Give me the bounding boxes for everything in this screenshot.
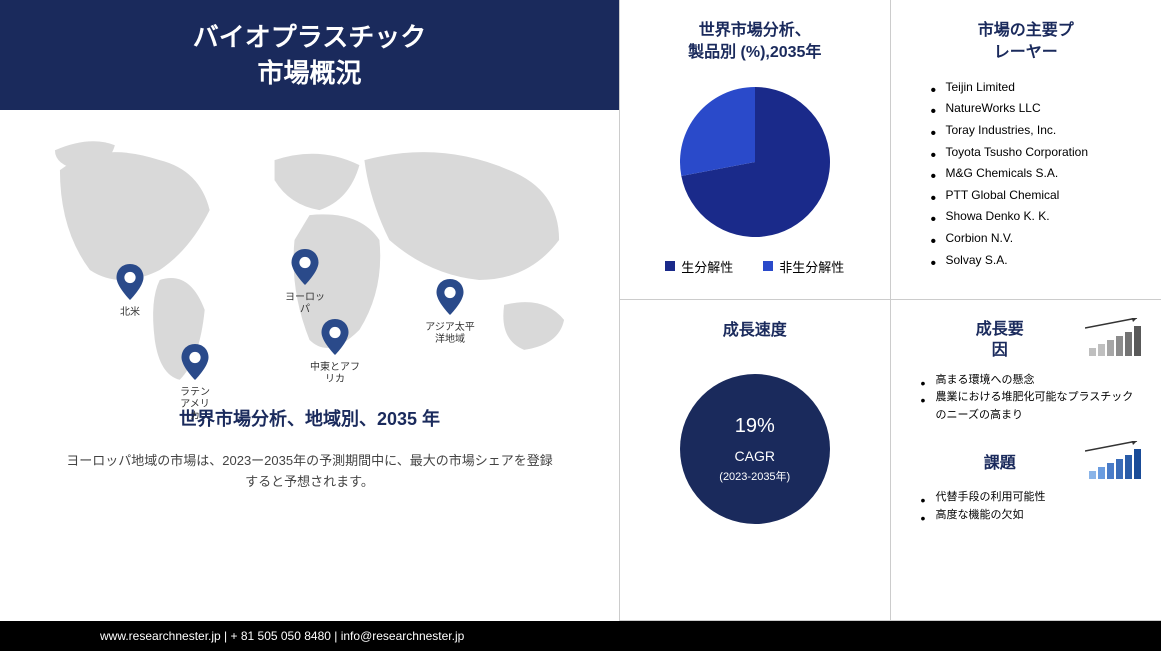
player-item: Teijin Limited [931, 77, 1142, 99]
bar-chart-icon [1089, 449, 1141, 479]
bar-icon-bar [1098, 344, 1105, 356]
bar-icon-bar [1134, 449, 1141, 479]
bar-icon-bar [1107, 463, 1114, 479]
pie-chart [640, 87, 870, 237]
bar-icon-bar [1125, 332, 1132, 356]
map-area: 北米 ヨーロッ パアジア太平 洋地域中東とアフ リカラテン アメリ カ 世界市場分… [0, 110, 619, 621]
bar-icon-bar [1089, 471, 1096, 479]
legend-label: 非生分解性 [779, 257, 844, 276]
player-item: M&G Chemicals S.A. [931, 163, 1142, 185]
players-title: 市場の主要プ レーヤー [911, 20, 1142, 65]
growth-cagr: CAGR [735, 448, 775, 464]
pie-cell: 世界市場分析、 製品別 (%),2035年 生分解性 非生分解性 [620, 0, 891, 300]
bar-icon-bar [1125, 455, 1132, 479]
right-panel: 世界市場分析、 製品別 (%),2035年 生分解性 非生分解性 市場の主要プ レ… [620, 0, 1161, 621]
bar-chart-icon [1089, 326, 1141, 356]
player-item: Solvay S.A. [931, 250, 1142, 272]
list-item: 農業における堆肥化可能なプラスチックのニーズの高まり [921, 389, 1142, 424]
bar-icon-bar [1116, 336, 1123, 356]
bar-icon-bar [1098, 467, 1105, 479]
arrow-icon [1085, 441, 1145, 453]
header-title: バイオプラスチック 市場概況 [193, 19, 426, 92]
growth-rate: 19% [735, 415, 775, 438]
challenges-list: 代替手段の利用可能性高度な機能の欠如 [911, 489, 1142, 524]
footer-text: www.researchnester.jp | + 81 505 050 848… [100, 629, 464, 643]
arrow-icon [1085, 318, 1145, 330]
list-item: 高度な機能の欠如 [921, 507, 1142, 525]
map-subtitle: 世界市場分析、地域別、2035 年 [20, 405, 599, 431]
map-pin-icon [436, 279, 464, 320]
pie-title: 世界市場分析、 製品別 (%),2035年 [640, 20, 870, 65]
bar-icon-bar [1089, 348, 1096, 356]
map-region-label: 中東とアフ リカ [310, 362, 360, 386]
pie-slice [680, 87, 755, 176]
challenges-section: 課題 代替手段の利用可能性高度な機能の欠如 [911, 449, 1142, 524]
challenges-title: 課題 [911, 454, 1090, 475]
growth-factors-list: 高まる環境への懸念農業における堆肥化可能なプラスチックのニーズの高まり [911, 372, 1142, 425]
bar-icon-bar [1116, 459, 1123, 479]
bar-icon-bar [1107, 340, 1114, 356]
player-item: Toyota Tsusho Corporation [931, 142, 1142, 164]
legend-item: 非生分解性 [763, 257, 844, 276]
player-item: Showa Denko K. K. [931, 206, 1142, 228]
footer: www.researchnester.jp | + 81 505 050 848… [0, 621, 1161, 651]
title-line1: バイオプラスチック [193, 19, 426, 55]
list-item: 高まる環境への懸念 [921, 372, 1142, 390]
players-cell: 市場の主要プ レーヤー Teijin LimitedNatureWorks LL… [891, 0, 1161, 300]
map-pin-icon [181, 344, 209, 385]
bar-icon-bar [1134, 326, 1141, 356]
player-item: PTT Global Chemical [931, 185, 1142, 207]
growth-circle: 19% CAGR (2023-2035年) [680, 374, 830, 524]
main-content: バイオプラスチック 市場概況 北米 ヨーロッ パアジア太平 洋地域中東とアフ リカ… [0, 0, 1161, 621]
growth-factors-section: 成長要 因 高まる環境への懸念農業における堆肥化可能なプラスチックのニーズの高ま… [911, 320, 1142, 424]
map-region-label: ラテン アメリ カ [180, 387, 210, 423]
growth-period: (2023-2035年) [719, 468, 790, 484]
pie-legend: 生分解性 非生分解性 [640, 257, 870, 276]
header-banner: バイオプラスチック 市場概況 [0, 0, 619, 110]
player-item: Toray Industries, Inc. [931, 120, 1142, 142]
legend-swatch [763, 261, 773, 271]
list-item: 代替手段の利用可能性 [921, 489, 1142, 507]
map-pin-icon [321, 319, 349, 360]
growth-cell: 成長速度 19% CAGR (2023-2035年) [620, 300, 891, 621]
map-pin-icon [291, 249, 319, 290]
title-line2: 市場概況 [193, 55, 426, 91]
factors-challenges-cell: 成長要 因 高まる環境への懸念農業における堆肥化可能なプラスチックのニーズの高ま… [891, 300, 1161, 621]
legend-label: 生分解性 [681, 257, 733, 276]
map-description: ヨーロッパ地域の市場は、2023ー2035年の予測期間中に、最大の市場シェアを登… [60, 451, 559, 493]
legend-item: 生分解性 [665, 257, 733, 276]
player-item: Corbion N.V. [931, 228, 1142, 250]
left-panel: バイオプラスチック 市場概況 北米 ヨーロッ パアジア太平 洋地域中東とアフ リカ… [0, 0, 620, 621]
players-list: Teijin LimitedNatureWorks LLCToray Indus… [911, 77, 1142, 271]
legend-swatch [665, 261, 675, 271]
growth-title: 成長速度 [640, 320, 870, 342]
map-pin-icon [116, 264, 144, 305]
map-region-label: アジア太平 洋地域 [425, 322, 475, 346]
player-item: NatureWorks LLC [931, 98, 1142, 120]
map-region-label: ヨーロッ パ [285, 292, 325, 316]
map-region-label: 北米 [120, 307, 140, 319]
growth-factors-title: 成長要 因 [911, 320, 1090, 362]
